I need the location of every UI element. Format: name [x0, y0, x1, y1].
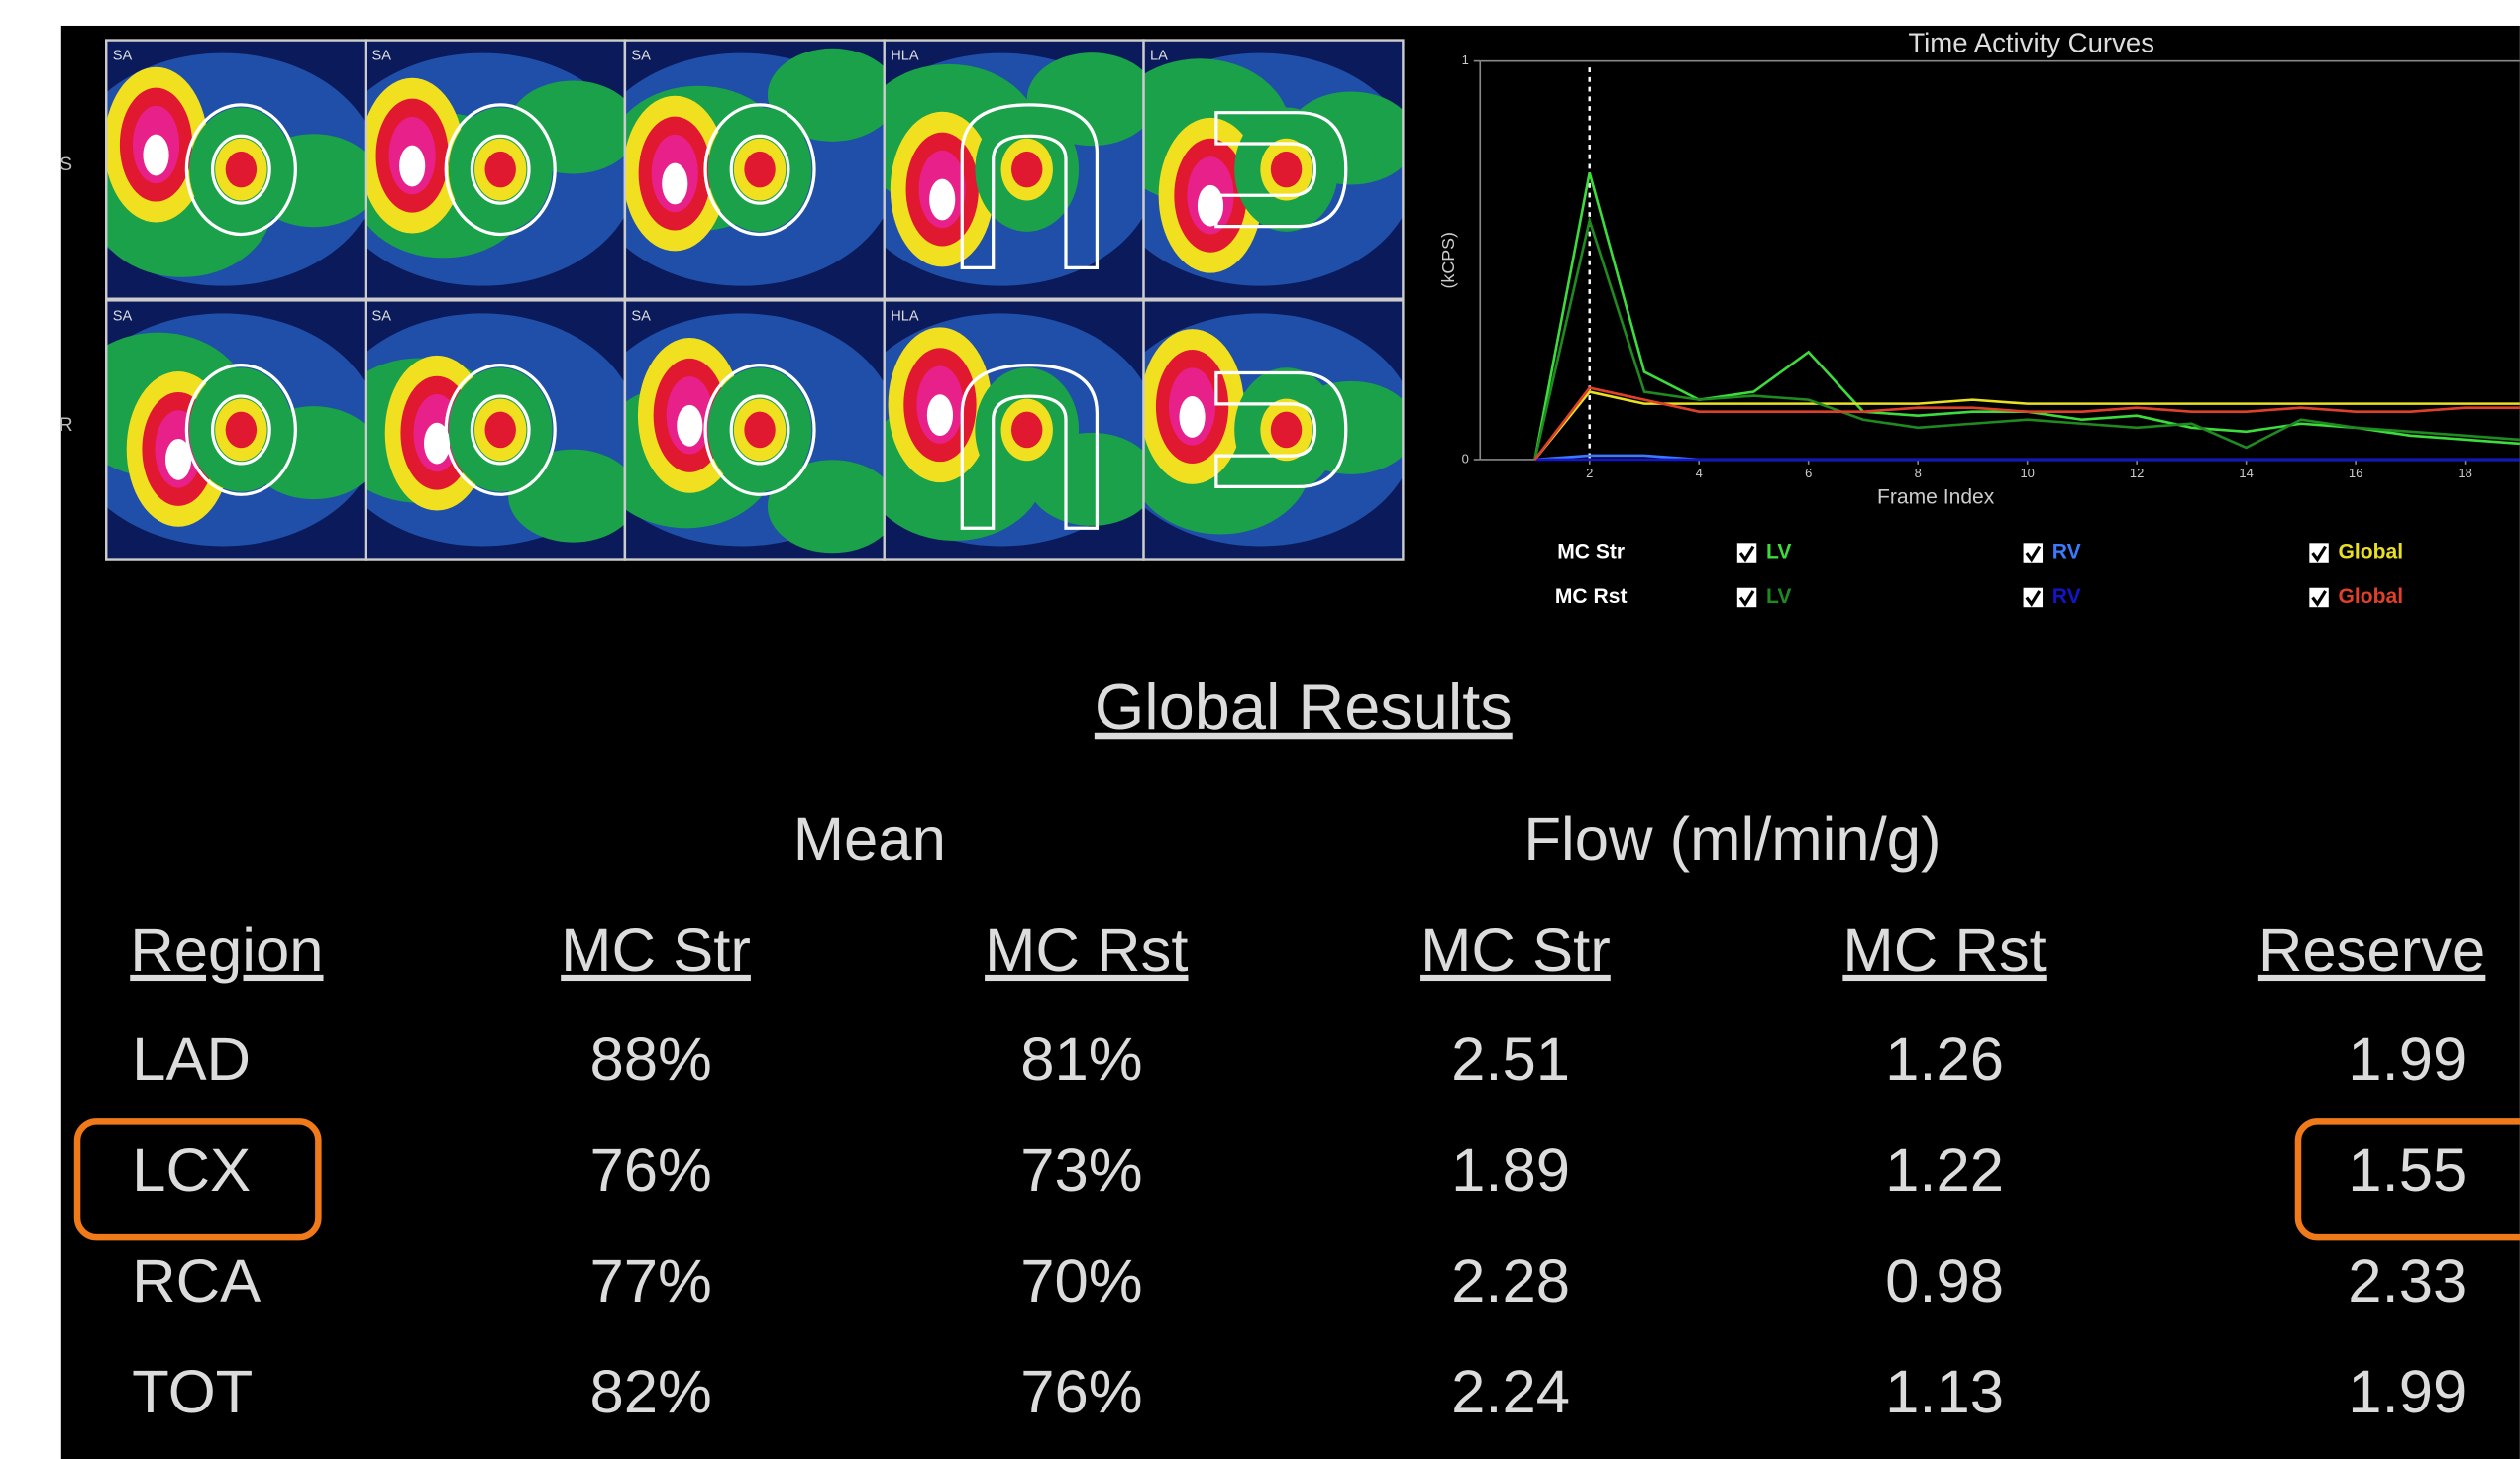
- table-cell: 1.22: [1885, 1136, 2004, 1204]
- table-cell: 73%: [1020, 1136, 1142, 1204]
- legend-label: RV: [2052, 541, 2081, 564]
- table-cell: TOT: [132, 1358, 253, 1426]
- blob: [226, 412, 257, 449]
- blob: [929, 179, 955, 221]
- image-panel: SA: [327, 300, 638, 559]
- blob: [1271, 412, 1302, 449]
- blob: [1198, 185, 1223, 227]
- panel-label: SA: [372, 49, 392, 64]
- legend-label: LV: [1766, 541, 1791, 564]
- table-cell: LAD: [132, 1025, 251, 1094]
- table-cell: 2.28: [1451, 1247, 1570, 1315]
- image-panel: SA: [327, 41, 638, 299]
- column-header: MC Rst: [985, 916, 1188, 985]
- blob: [677, 405, 702, 447]
- blob: [744, 412, 775, 449]
- row-label: S: [59, 154, 72, 175]
- blob: [1011, 412, 1042, 449]
- blob: [484, 152, 515, 188]
- panel-label: SA: [372, 308, 392, 324]
- column-header: MC Str: [561, 916, 751, 985]
- image-panel: SA: [67, 41, 378, 299]
- image-panel: SA: [586, 41, 897, 299]
- blob: [226, 152, 257, 188]
- x-tick-label: 18: [2458, 466, 2471, 480]
- table-cell: 2.51: [1451, 1025, 1570, 1094]
- legend-label: Global: [2339, 541, 2404, 564]
- image-panel: HLA: [845, 41, 1156, 299]
- table-cell: 0.98: [1885, 1247, 2004, 1315]
- table-cell: 82%: [589, 1358, 711, 1426]
- table-cell: 88%: [589, 1025, 711, 1094]
- row-label: R: [59, 414, 73, 436]
- table-title: Global Results: [1095, 671, 1513, 743]
- blob: [1179, 396, 1205, 438]
- table-cell: 81%: [1020, 1025, 1142, 1094]
- chart-title: Time Activity Curves: [1908, 28, 2154, 58]
- table-cell: 2.33: [2348, 1247, 2467, 1315]
- blob: [927, 394, 953, 436]
- blob: [1011, 152, 1042, 188]
- y-tick-label: 1: [1462, 52, 1469, 67]
- table-cell: 77%: [589, 1247, 711, 1315]
- image-panel: SA: [67, 300, 378, 559]
- image-panel: LA: [1104, 41, 1416, 299]
- x-tick-label: 8: [1915, 466, 1922, 480]
- table-cell: LCX: [132, 1136, 251, 1204]
- legend-label: LV: [1766, 585, 1791, 608]
- group-header: Flow (ml/min/g): [1523, 805, 1941, 874]
- legend-group-label: MC Rst: [1555, 585, 1628, 608]
- image-panel: HLA: [845, 300, 1156, 559]
- column-header: MC Rst: [1842, 916, 2046, 985]
- blob: [484, 412, 515, 449]
- x-tick-label: 6: [1805, 466, 1812, 480]
- panel-label: HLA: [891, 49, 919, 64]
- blob: [1271, 152, 1302, 188]
- x-tick-label: 16: [2349, 466, 2362, 480]
- blob: [662, 163, 687, 205]
- x-tick-label: 4: [1696, 466, 1703, 480]
- image-panel: [1104, 300, 1416, 559]
- x-tick-label: 10: [2020, 466, 2034, 480]
- legend-group-label: MC Str: [1557, 541, 1625, 564]
- column-header: MC Str: [1420, 916, 1611, 985]
- blob: [744, 152, 775, 188]
- table-cell: 70%: [1020, 1247, 1142, 1315]
- panel-label: SA: [113, 49, 133, 64]
- blob: [143, 135, 168, 176]
- table-cell: 2.24: [1451, 1358, 1570, 1426]
- x-tick-label: 14: [2239, 466, 2253, 480]
- panel-label: SA: [631, 49, 651, 64]
- x-tick-label: 12: [2130, 466, 2144, 480]
- table-cell: 1.89: [1451, 1136, 1570, 1204]
- table-cell: RCA: [132, 1247, 261, 1315]
- table-cell: 1.13: [1885, 1358, 2004, 1426]
- x-axis-label: Frame Index: [1877, 485, 1995, 508]
- y-tick-label: 0: [1462, 451, 1469, 466]
- group-header: Mean: [793, 805, 946, 874]
- blob: [399, 146, 425, 187]
- page: { "images": { "row_labels": ["S", "R"], …: [0, 0, 2520, 1459]
- legend-label: RV: [2052, 585, 2081, 608]
- legend-label: Global: [2339, 585, 2404, 608]
- panel-label: SA: [113, 308, 133, 324]
- image-panel: SA: [586, 300, 897, 559]
- table-cell: 1.99: [2348, 1358, 2467, 1426]
- screen: S SA SA SA HLA LA R SA SA SA HLA Time Activity Curv…: [0, 0, 2520, 1459]
- table-cell: 1.55: [2348, 1136, 2467, 1204]
- column-header: Region: [130, 916, 323, 985]
- y-axis-label: (kCPS): [1438, 232, 1458, 288]
- x-tick-label: 2: [1586, 466, 1593, 480]
- table-cell: 1.26: [1885, 1025, 2004, 1094]
- table-cell: 76%: [589, 1136, 711, 1204]
- panel-label: HLA: [891, 308, 919, 324]
- table-cell: 76%: [1020, 1358, 1142, 1426]
- column-header: Reserve: [2258, 916, 2485, 985]
- panel-label: SA: [631, 308, 651, 324]
- panel-label: LA: [1150, 49, 1168, 64]
- table-cell: 1.99: [2348, 1025, 2467, 1094]
